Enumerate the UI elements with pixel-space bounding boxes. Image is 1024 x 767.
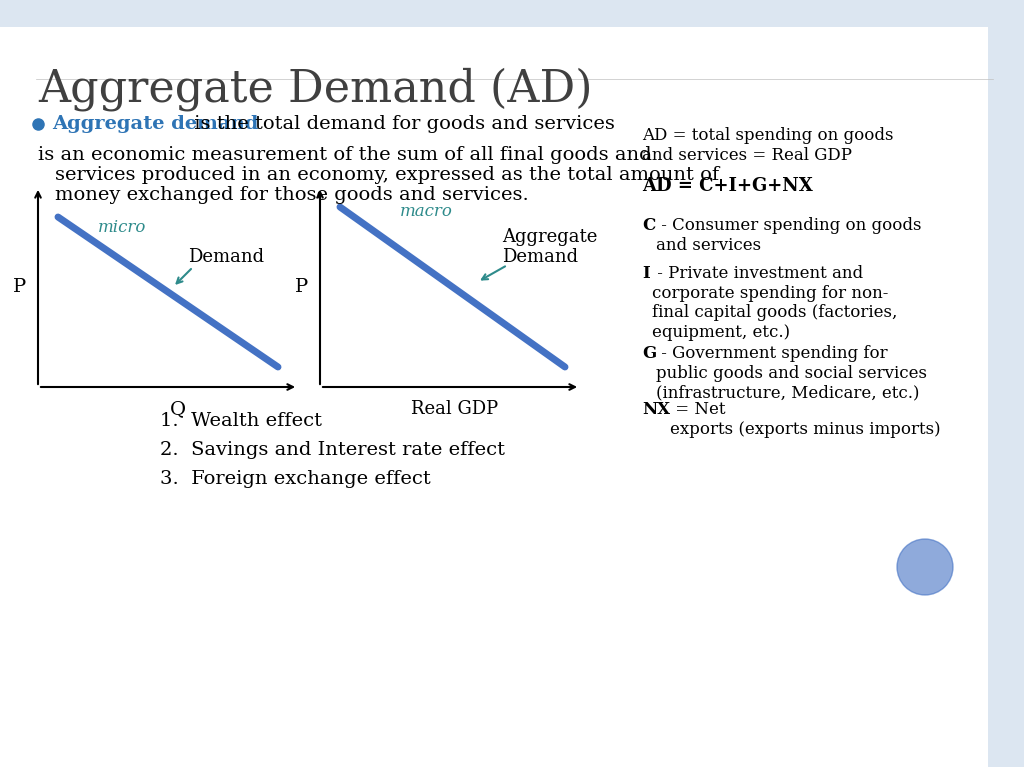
Text: 1.  Wealth effect
2.  Savings and Interest rate effect
3.  Foreign exchange effe: 1. Wealth effect 2. Savings and Interest… — [160, 412, 505, 489]
Text: Aggregate Demand (AD): Aggregate Demand (AD) — [38, 67, 593, 110]
Text: services produced in an economy, expressed as the total amount of: services produced in an economy, express… — [55, 166, 719, 184]
Text: I: I — [642, 265, 650, 282]
Text: = Net
exports (exports minus imports): = Net exports (exports minus imports) — [670, 401, 941, 438]
Text: is the total demand for goods and services: is the total demand for goods and servic… — [188, 115, 614, 133]
Text: AD = C+I+G+NX: AD = C+I+G+NX — [642, 177, 813, 195]
Text: Real GDP: Real GDP — [412, 400, 499, 418]
Text: G: G — [642, 345, 656, 362]
Text: is an economic measurement of the sum of all final goods and: is an economic measurement of the sum of… — [38, 146, 651, 164]
Text: AD = total spending on goods
and services = Real GDP: AD = total spending on goods and service… — [642, 127, 894, 163]
Text: P: P — [13, 278, 27, 296]
Text: Demand: Demand — [188, 248, 264, 266]
Text: Aggregate demand: Aggregate demand — [52, 115, 258, 133]
Bar — [0, 0, 1024, 27]
Bar — [988, 0, 1024, 767]
Text: - Private investment and
corporate spending for non-
final capital goods (factor: - Private investment and corporate spend… — [652, 265, 897, 341]
Text: - Consumer spending on goods
and services: - Consumer spending on goods and service… — [656, 217, 922, 254]
Circle shape — [897, 539, 953, 595]
Text: Aggregate
Demand: Aggregate Demand — [503, 228, 598, 266]
Text: C: C — [642, 217, 655, 234]
Text: money exchanged for those goods and services.: money exchanged for those goods and serv… — [55, 186, 528, 204]
Text: micro: micro — [98, 219, 146, 235]
Text: macro: macro — [400, 203, 453, 220]
Text: - Government spending for
public goods and social services
(infrastructure, Medi: - Government spending for public goods a… — [656, 345, 927, 401]
Text: Q: Q — [170, 400, 186, 418]
Text: NX: NX — [642, 401, 670, 418]
Text: P: P — [295, 278, 308, 296]
